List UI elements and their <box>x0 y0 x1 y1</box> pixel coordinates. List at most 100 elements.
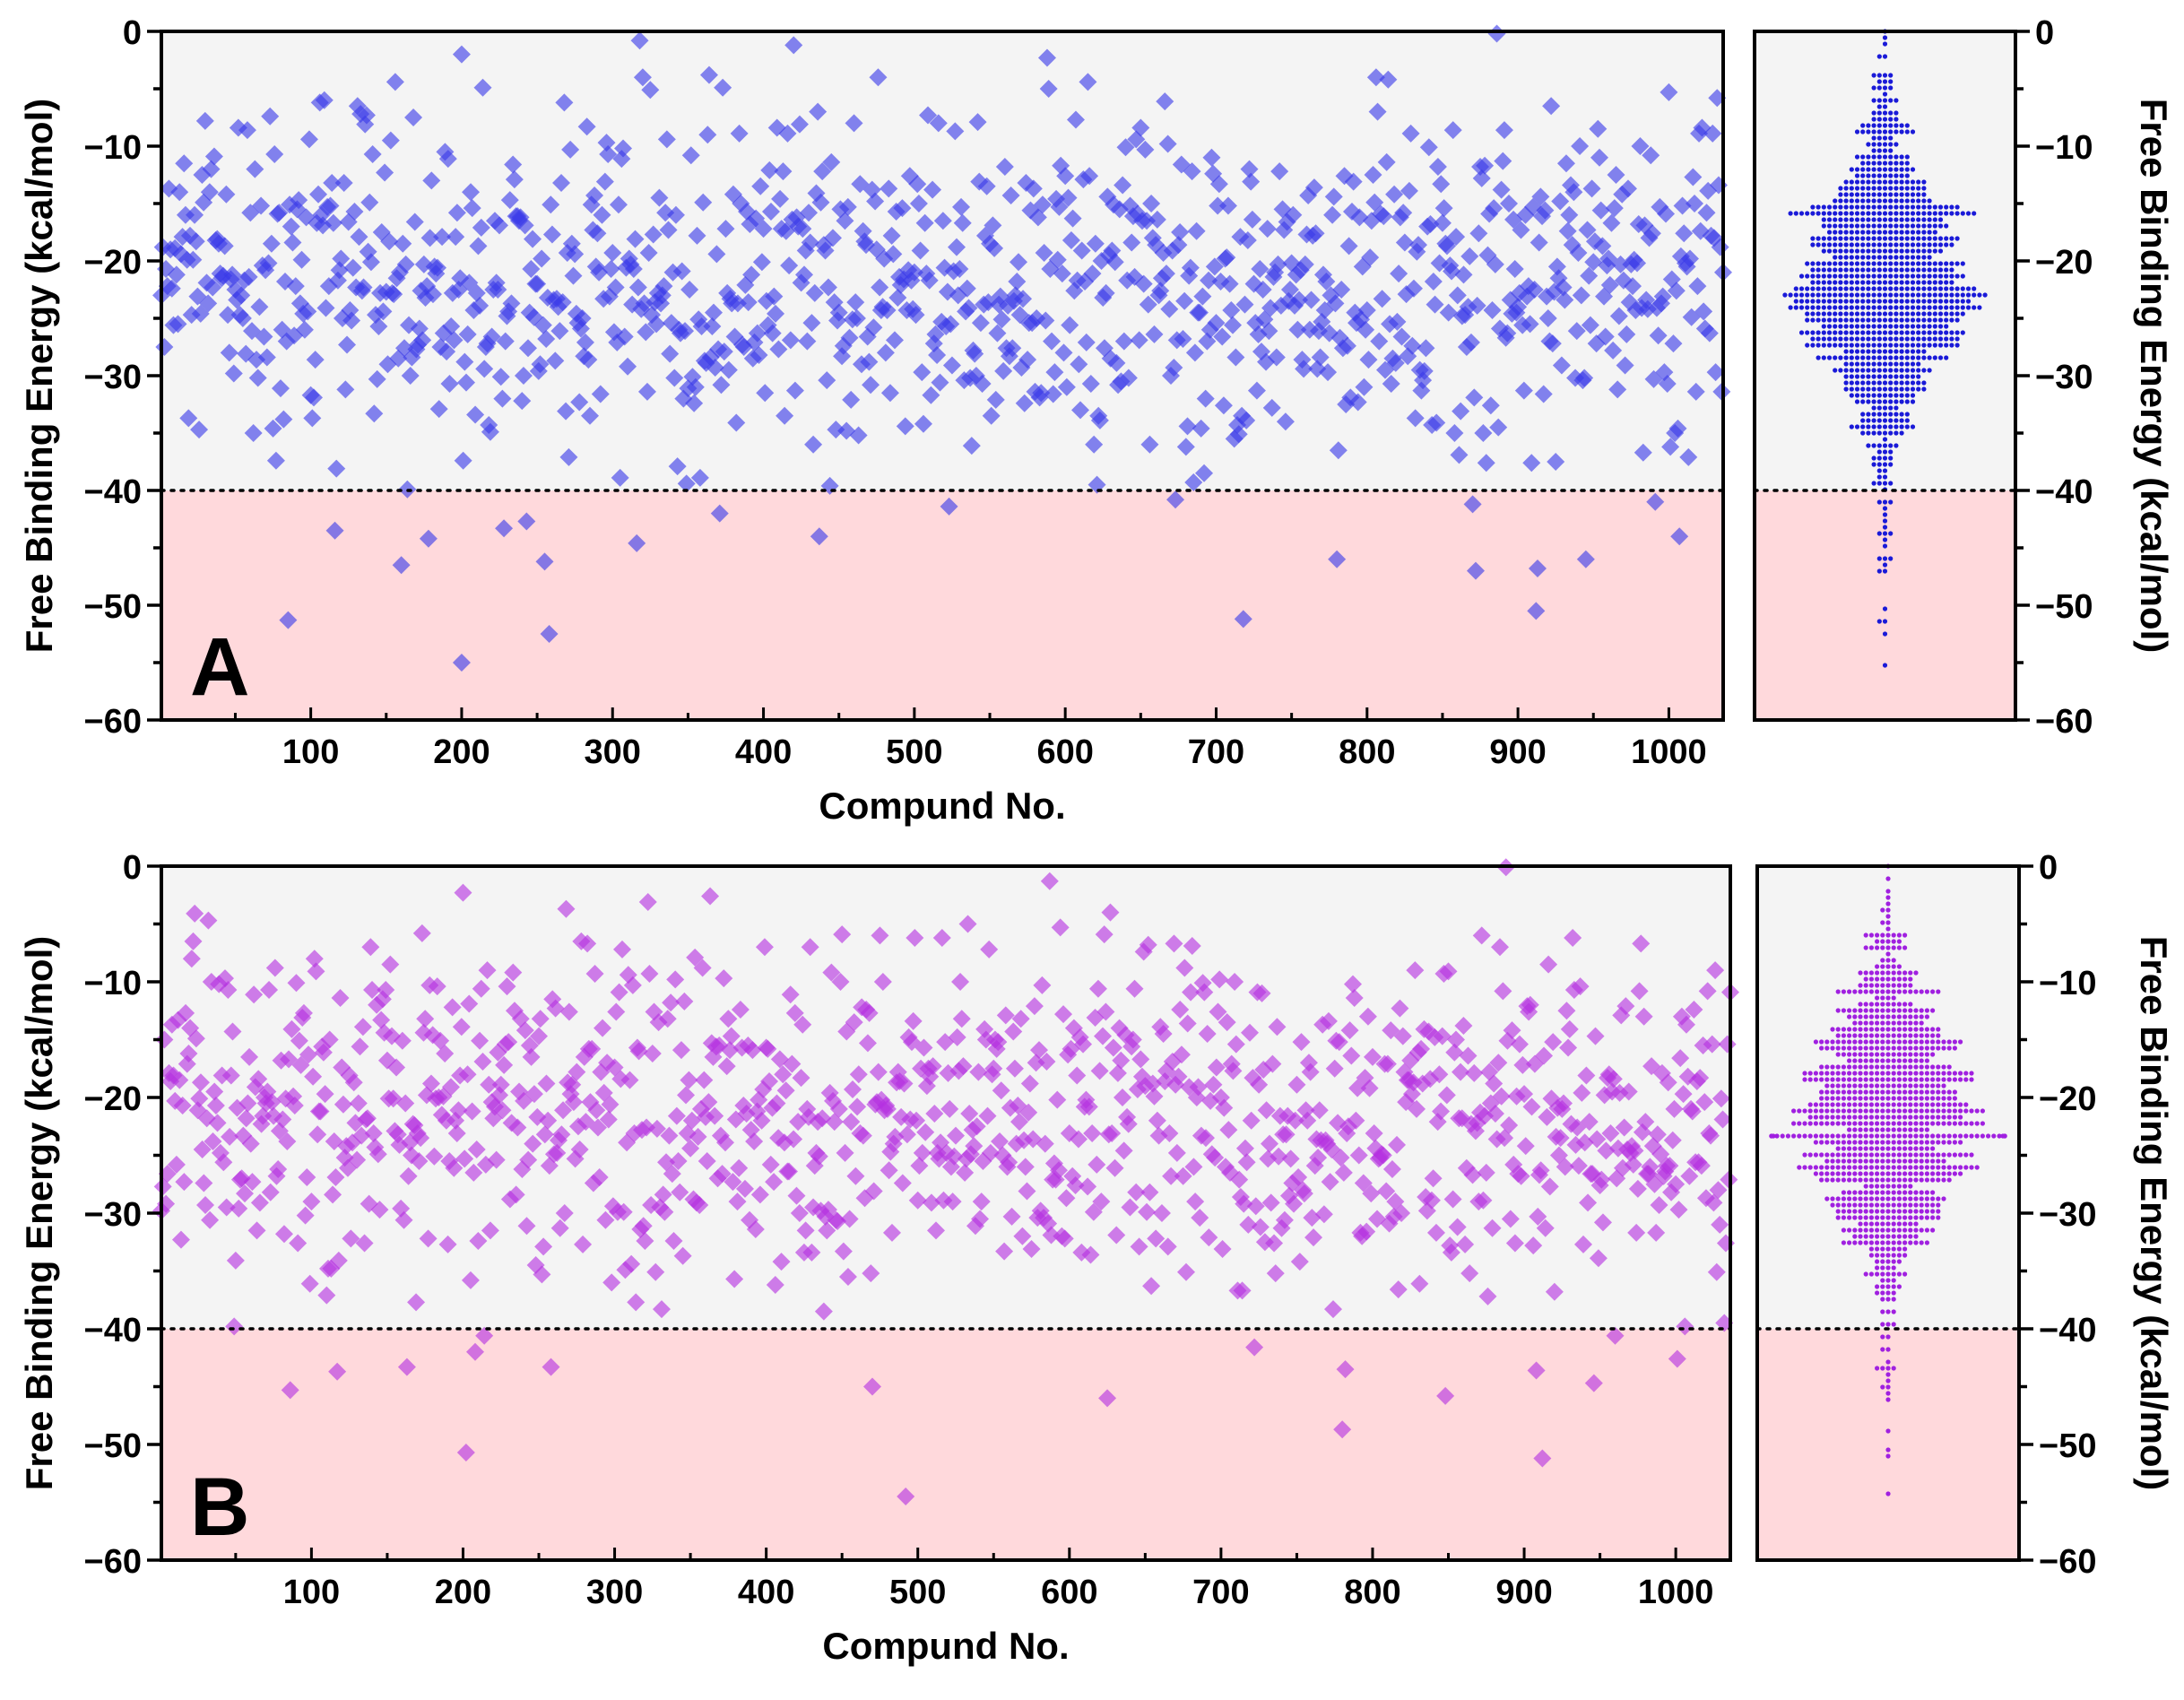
data-point-b-494 <box>880 1161 898 1180</box>
swarm-dot-a-611 <box>1894 305 1899 310</box>
data-point-b-107 <box>274 1225 293 1244</box>
swarm-dot-b-714 <box>1930 1158 1936 1164</box>
swarm-dot-a-531 <box>1954 286 1960 291</box>
x-tick-label-a-500: 500 <box>886 733 942 771</box>
data-point-b-739 <box>1257 1101 1276 1120</box>
data-point-b-546 <box>960 1105 979 1123</box>
swarm-dot-a-989 <box>1882 443 1888 448</box>
swarm-dot-b-148 <box>1913 1020 1919 1026</box>
swarm-dot-a-506 <box>1876 286 1882 291</box>
swarm-dot-b-516 <box>1830 1115 1835 1120</box>
swarm-dot-a-92 <box>1894 167 1899 172</box>
swarm-dot-b-13 <box>1880 932 1885 938</box>
data-point-a-679 <box>1158 134 1177 153</box>
swarm-dot-b-661 <box>1919 1146 1924 1151</box>
swarm-dot-b-419 <box>1852 1096 1858 1101</box>
data-point-a-945 <box>1571 137 1590 155</box>
data-point-a-37 <box>167 265 186 284</box>
swarm-dot-a-577 <box>1888 299 1894 304</box>
swarm-dot-b-14 <box>1891 932 1896 938</box>
swarm-dot-a-422 <box>1960 261 1965 266</box>
data-point-a-984 <box>1631 137 1650 155</box>
scatter-points-b <box>152 858 1739 1506</box>
swarm-dot-b-314 <box>1841 1071 1846 1076</box>
swarm-dot-b-998 <box>1880 1278 1885 1283</box>
swarm-dot-a-691 <box>1937 317 1944 323</box>
swarm-dot-b-400 <box>1835 1089 1841 1095</box>
swarm-dot-b-523 <box>1958 1115 1963 1120</box>
swarm-dot-a-115 <box>1866 179 1871 185</box>
swarm-dot-b-809 <box>1868 1184 1874 1189</box>
swarm-dot-b-254 <box>1919 1052 1924 1057</box>
swarm-dot-a-875 <box>1838 368 1843 373</box>
data-point-b-590 <box>1027 1054 1045 1072</box>
data-point-a-108 <box>274 410 293 429</box>
swarm-dot-b-84 <box>1919 989 1924 994</box>
swarm-dot-a-830 <box>1904 355 1910 360</box>
data-point-a-858 <box>1433 213 1452 232</box>
data-point-a-483 <box>860 352 879 371</box>
data-point-a-245 <box>489 281 507 299</box>
data-point-b-587 <box>1022 1239 1041 1258</box>
swarm-dot-b-97 <box>1891 1002 1896 1007</box>
data-point-a-809 <box>1357 301 1376 320</box>
swarm-dot-b-936 <box>1841 1227 1846 1233</box>
swarm-dot-b-969 <box>1875 1246 1880 1252</box>
swarm-dot-b-382 <box>1824 1083 1830 1089</box>
swarm-dot-a-374 <box>1937 248 1944 254</box>
swarm-dot-b-741 <box>1824 1165 1830 1170</box>
swarm-dot-b-885 <box>1847 1209 1852 1214</box>
swarm-dot-b-122 <box>1835 1008 1841 1013</box>
swarm-dot-a-258 <box>1882 223 1888 229</box>
data-point-a-180 <box>386 73 404 91</box>
swarm-dot-b-301 <box>1891 1071 1896 1076</box>
swarm-dot-b-786 <box>1902 1177 1908 1183</box>
swarm-dot-a-787 <box>1904 343 1910 348</box>
swarm-dot-a-129 <box>1894 186 1899 191</box>
swarm-dot-a-238 <box>1888 217 1894 222</box>
swarm-dot-b-508 <box>1852 1115 1858 1120</box>
data-point-b-249 <box>499 1033 518 1052</box>
data-point-a-262 <box>516 216 534 235</box>
swarm-dot-b-312 <box>1847 1071 1852 1076</box>
data-point-b-1017 <box>1692 1157 1711 1175</box>
swarm-dot-b-26 <box>1880 945 1885 950</box>
data-point-b-517 <box>916 1123 935 1141</box>
data-point-a-602 <box>1043 332 1062 351</box>
swarm-dot-b-927 <box>1902 1227 1908 1233</box>
swarm-dot-a-888 <box>1910 374 1916 379</box>
data-point-b-681 <box>1167 1143 1186 1162</box>
swarm-dot-b-570 <box>1913 1127 1919 1132</box>
swarm-dot-a-321 <box>1937 236 1944 241</box>
swarm-dot-b-655 <box>1902 1146 1908 1151</box>
swarm-dot-a-56 <box>1876 135 1882 141</box>
swarm-dot-a-97 <box>1854 167 1860 172</box>
swarm-dot-a-363 <box>1854 248 1860 254</box>
swarm-dot-a-292 <box>1849 230 1854 235</box>
swarm-dot-a-239 <box>1871 217 1876 222</box>
swarm-dot-a-310 <box>1854 236 1860 241</box>
data-point-b-533 <box>940 1099 959 1118</box>
swarm-dot-b-366 <box>1868 1083 1874 1089</box>
swarm-dot-b-486 <box>1952 1108 1957 1114</box>
swarm-dot-b-398 <box>1841 1089 1846 1095</box>
data-point-b-344 <box>647 1119 666 1138</box>
swarm-dot-b-248 <box>1902 1052 1908 1057</box>
swarm-dot-a-557 <box>1826 292 1833 298</box>
swarm-dot-b-640 <box>1936 1140 1941 1145</box>
swarm-dot-b-46 <box>1896 970 1902 976</box>
data-point-b-949 <box>1586 1027 1605 1045</box>
swarm-dot-a-866 <box>1899 368 1904 373</box>
swarm-dot-b-605 <box>1969 1133 1974 1139</box>
swarm-dot-a-800 <box>1821 343 1826 348</box>
swarm-dot-a-468 <box>1826 273 1833 279</box>
swarm-dot-a-630 <box>1816 305 1821 310</box>
data-point-a-389 <box>715 343 733 361</box>
data-point-b-652 <box>1123 1030 1142 1049</box>
data-point-a-899 <box>1498 324 1517 343</box>
swarm-dot-a-772 <box>1937 336 1944 342</box>
data-point-b-329 <box>623 976 642 994</box>
swarm-dot-a-287 <box>1899 230 1904 235</box>
swarm-dot-a-767 <box>1838 336 1843 342</box>
data-point-a-128 <box>306 351 325 369</box>
